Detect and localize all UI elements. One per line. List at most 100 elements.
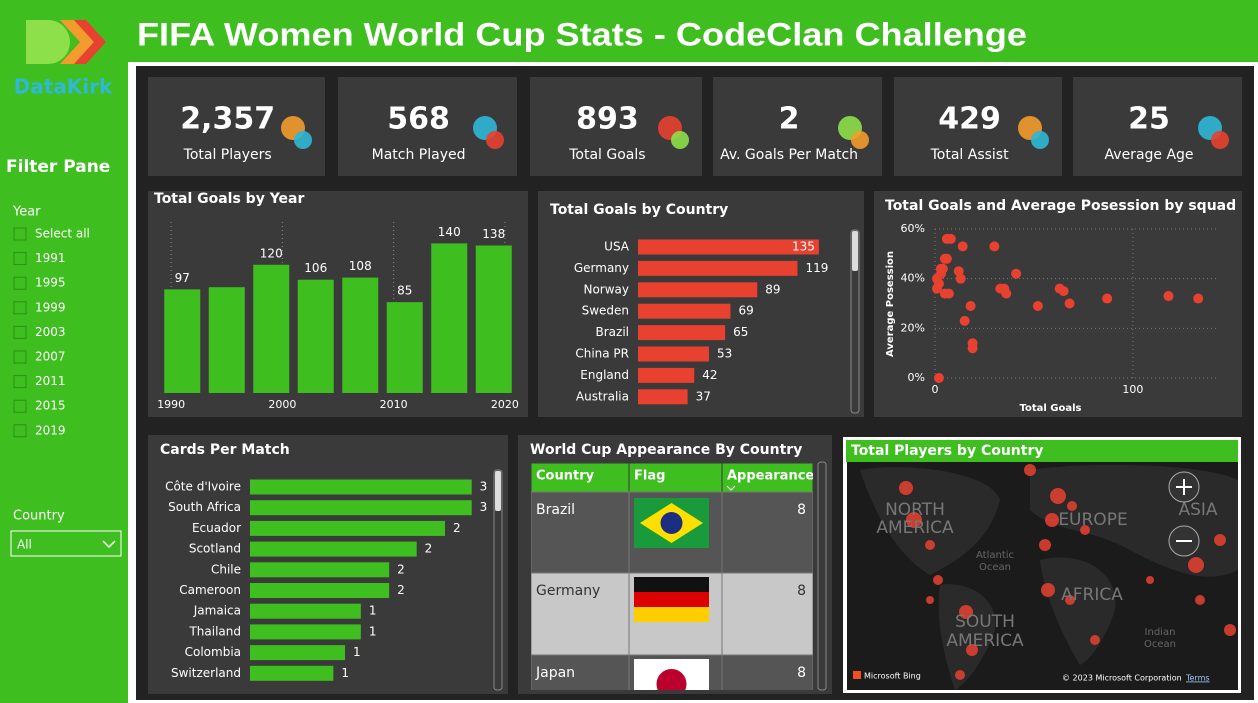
kpi-label: Total Assist (930, 147, 1009, 163)
kpi-icon (1031, 131, 1049, 149)
data-label: 1 (369, 604, 377, 618)
chart-title: Cards Per Match (160, 442, 290, 458)
category-label: Cameroon (179, 583, 241, 597)
header (128, 0, 1258, 62)
flag (656, 669, 687, 690)
table-header: Flag (634, 469, 665, 484)
flag (634, 577, 709, 592)
table-header: Country (536, 469, 595, 484)
point (1102, 293, 1113, 304)
category-label: Jamaica (193, 604, 241, 618)
category-label: Chile (211, 562, 241, 576)
sort-arrow (726, 485, 736, 491)
filter-title: Filter Pane (6, 157, 110, 177)
category-label: Brazil (596, 325, 630, 339)
year-option: 2007 (35, 350, 66, 364)
table-title: World Cup Appearance By Country (530, 442, 802, 458)
scrollbar[interactable] (817, 461, 827, 691)
year-option: Select all (35, 227, 90, 241)
point (1011, 268, 1022, 279)
data-label: 138 (482, 227, 505, 241)
bar (250, 603, 361, 619)
bar (638, 325, 726, 341)
year-option: 2003 (35, 325, 66, 339)
category-label: Norway (583, 282, 629, 296)
table-cell (531, 654, 630, 690)
data-label: 89 (765, 282, 780, 296)
chart-panel (874, 191, 1242, 417)
table-cell-value: 8 (797, 583, 806, 599)
checkbox[interactable] (13, 301, 27, 315)
checkbox[interactable] (13, 375, 27, 389)
checkbox[interactable] (13, 227, 27, 241)
data-label: 120 (260, 246, 283, 260)
bar (638, 389, 688, 405)
data-label: 65 (733, 325, 748, 339)
x-tick-label: 1990 (157, 398, 185, 411)
kpi-value: 893 (576, 102, 639, 137)
category-label: Germany (574, 261, 629, 275)
map-label: Indian (1145, 627, 1176, 638)
data-label: 135 (792, 240, 815, 254)
x-tick-label: 2010 (380, 398, 408, 411)
scrollbar[interactable] (850, 229, 860, 414)
year-option: 2019 (35, 423, 66, 437)
bar (253, 264, 290, 393)
data-label: 1 (341, 666, 349, 680)
checkbox[interactable] (13, 325, 27, 339)
bar (250, 665, 334, 681)
checkbox[interactable] (13, 252, 27, 266)
bar (250, 541, 417, 557)
data-label: 1 (353, 645, 361, 659)
bar (250, 583, 390, 598)
point (941, 253, 952, 264)
point (945, 233, 956, 244)
map-title-bar (846, 440, 1238, 462)
category-label: Colombia (185, 645, 241, 659)
category-label: Sweden (582, 304, 629, 318)
kpi-value: 568 (387, 102, 450, 137)
point (965, 300, 976, 311)
bar (164, 289, 201, 393)
year-option: 1995 (35, 276, 66, 290)
map-label: SOUTH (955, 612, 1015, 632)
table-cell-value: 8 (797, 502, 806, 518)
country-label: Country (13, 509, 65, 524)
bar (250, 624, 361, 640)
scrollbar[interactable] (493, 469, 503, 691)
checkbox[interactable] (13, 276, 27, 290)
category-label: China PR (575, 347, 629, 361)
flag (660, 512, 683, 534)
checkbox[interactable] (13, 424, 27, 438)
scrollbar-thumb[interactable] (852, 231, 858, 271)
bar (250, 479, 472, 495)
y-axis-label: Average Posession (885, 251, 896, 357)
country-value: All (17, 538, 32, 552)
checkbox[interactable] (13, 350, 27, 364)
year-label: Year (12, 205, 41, 220)
header-title: FIFA Women World Cup Stats - CodeClan Ch… (137, 16, 1027, 52)
data-label: 106 (304, 261, 327, 275)
checkbox[interactable] (13, 399, 27, 413)
data-label: 53 (717, 347, 732, 361)
map-terms[interactable]: Terms (1185, 674, 1210, 683)
kpi-label: Av. Goals Per Match (720, 147, 858, 163)
point (1001, 288, 1012, 299)
data-label: 3 (480, 480, 488, 494)
dropdown-arrow (102, 540, 116, 549)
point (943, 288, 954, 299)
point (1193, 293, 1204, 304)
flag (634, 607, 709, 622)
table-cell-text: Brazil (536, 502, 575, 518)
point (967, 343, 978, 354)
chart-panel (148, 191, 528, 417)
country-dropdown[interactable] (10, 530, 122, 557)
map-label: AMERICA (946, 631, 1024, 651)
map-label: AMERICA (876, 518, 954, 538)
scrollbar-thumb[interactable] (495, 471, 501, 511)
data-label: 2 (425, 542, 433, 556)
x-tick-label: 0 (932, 383, 939, 396)
category-label: Ecuador (192, 521, 241, 535)
data-label: 140 (438, 225, 461, 239)
